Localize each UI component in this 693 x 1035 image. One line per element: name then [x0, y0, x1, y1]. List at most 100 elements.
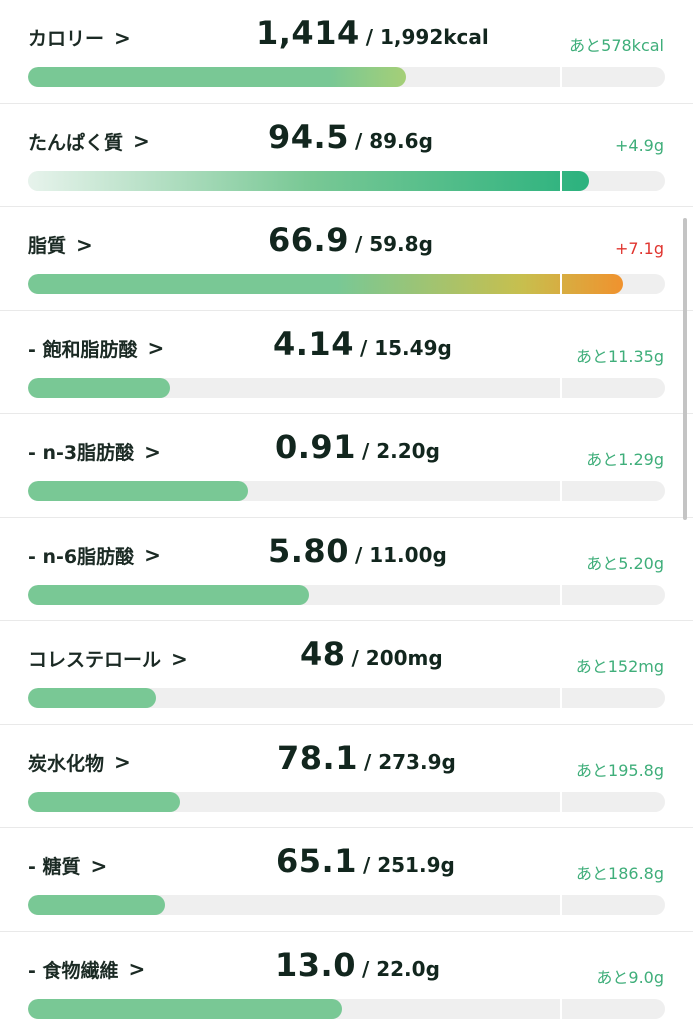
- nutrient-row-fat[interactable]: 脂質 > 66.9 / 59.8g +7.1g: [0, 207, 693, 311]
- chevron-right-icon: >: [144, 440, 161, 464]
- nutrient-amount: 48 / 200mg: [300, 635, 443, 673]
- target-value: / 59.8g: [355, 232, 433, 256]
- remaining-value: あと578kcal: [569, 32, 664, 56]
- progress-track: [28, 481, 665, 501]
- target-value: / 251.9g: [363, 853, 455, 877]
- nutrient-name-link[interactable]: 炭水化物 >: [28, 749, 131, 776]
- nutrient-name-link[interactable]: カロリー >: [28, 24, 131, 51]
- nutrient-label: - 飽和脂肪酸: [28, 335, 138, 362]
- nutrient-row-n6[interactable]: - n-6脂肪酸 > 5.80 / 11.00g あと5.20g: [0, 518, 693, 622]
- progress-track: [28, 274, 665, 294]
- nutrient-row-sugar[interactable]: - 糖質 > 65.1 / 251.9g あと186.8g: [0, 828, 693, 932]
- target-marker: [560, 171, 562, 191]
- nutrient-row-cholesterol[interactable]: コレステロール > 48 / 200mg あと152mg: [0, 621, 693, 725]
- progress-fill: [28, 688, 156, 708]
- nutrient-row-fiber[interactable]: - 食物繊維 > 13.0 / 22.0g あと9.0g: [0, 932, 693, 1035]
- progress-fill: [28, 274, 623, 294]
- target-value: / 15.49g: [360, 336, 452, 360]
- nutrient-name-link[interactable]: コレステロール >: [28, 645, 188, 672]
- progress-fill: [28, 481, 248, 501]
- current-value: 66.9: [268, 221, 349, 259]
- remaining-value: あと5.20g: [586, 550, 664, 574]
- target-marker: [560, 67, 562, 87]
- progress-fill: [28, 999, 342, 1019]
- remaining-value: あと195.8g: [576, 757, 664, 781]
- nutrient-label: カロリー: [28, 24, 104, 51]
- chevron-right-icon: >: [76, 233, 93, 257]
- nutrient-amount: 0.91 / 2.20g: [275, 428, 440, 466]
- target-value: / 1,992kcal: [366, 25, 489, 49]
- nutrient-amount: 4.14 / 15.49g: [273, 325, 452, 363]
- current-value: 0.91: [275, 428, 356, 466]
- current-value: 78.1: [277, 739, 358, 777]
- nutrient-name-link[interactable]: - 食物繊維 >: [28, 956, 145, 983]
- nutrient-name-link[interactable]: たんぱく質 >: [28, 128, 150, 155]
- nutrient-amount: 65.1 / 251.9g: [276, 842, 455, 880]
- nutrient-row-calorie[interactable]: カロリー > 1,414 / 1,992kcal あと578kcal: [0, 0, 693, 104]
- nutrient-label: 炭水化物: [28, 749, 104, 776]
- progress-track: [28, 792, 665, 812]
- remaining-value: あと11.35g: [576, 343, 664, 367]
- nutrient-amount: 66.9 / 59.8g: [268, 221, 433, 259]
- nutrient-name-link[interactable]: - n-3脂肪酸 >: [28, 438, 161, 465]
- nutrient-row-n3[interactable]: - n-3脂肪酸 > 0.91 / 2.20g あと1.29g: [0, 414, 693, 518]
- progress-track: [28, 688, 665, 708]
- progress-fill: [28, 378, 170, 398]
- current-value: 4.14: [273, 325, 354, 363]
- chevron-right-icon: >: [129, 957, 146, 981]
- target-value: / 89.6g: [355, 129, 433, 153]
- nutrient-label: - 食物繊維: [28, 956, 119, 983]
- current-value: 65.1: [276, 842, 357, 880]
- chevron-right-icon: >: [148, 336, 165, 360]
- target-value: / 11.00g: [355, 543, 447, 567]
- nutrient-row-carbohydrate[interactable]: 炭水化物 > 78.1 / 273.9g あと195.8g: [0, 725, 693, 829]
- nutrient-amount: 94.5 / 89.6g: [268, 118, 433, 156]
- progress-fill: [28, 67, 406, 87]
- excess-value: +7.1g: [615, 239, 664, 258]
- progress-fill: [28, 895, 165, 915]
- chevron-right-icon: >: [133, 129, 150, 153]
- chevron-right-icon: >: [114, 26, 131, 50]
- nutrient-label: 脂質: [28, 231, 66, 258]
- nutrient-amount: 1,414 / 1,992kcal: [256, 14, 489, 52]
- nutrient-name-link[interactable]: - 飽和脂肪酸 >: [28, 335, 164, 362]
- current-value: 1,414: [256, 14, 360, 52]
- nutrient-row-protein[interactable]: たんぱく質 > 94.5 / 89.6g +4.9g: [0, 104, 693, 208]
- target-value: / 273.9g: [364, 750, 456, 774]
- target-marker: [560, 481, 562, 501]
- progress-track: [28, 67, 665, 87]
- nutrient-name-link[interactable]: - 糖質 >: [28, 852, 107, 879]
- chevron-right-icon: >: [144, 543, 161, 567]
- nutrient-row-saturated-fat[interactable]: - 飽和脂肪酸 > 4.14 / 15.49g あと11.35g: [0, 311, 693, 415]
- chevron-right-icon: >: [171, 647, 188, 671]
- nutrient-label: - n-6脂肪酸: [28, 542, 134, 569]
- nutrient-label: - 糖質: [28, 852, 81, 879]
- nutrient-label: コレステロール: [28, 645, 161, 672]
- progress-track: [28, 378, 665, 398]
- target-marker: [560, 999, 562, 1019]
- remaining-value: あと152mg: [576, 653, 664, 677]
- nutrient-amount: 5.80 / 11.00g: [268, 532, 447, 570]
- excess-value: +4.9g: [615, 136, 664, 155]
- progress-fill: [28, 171, 589, 191]
- progress-track: [28, 585, 665, 605]
- nutrient-label: たんぱく質: [28, 128, 123, 155]
- nutrient-name-link[interactable]: - n-6脂肪酸 >: [28, 542, 161, 569]
- progress-track: [28, 895, 665, 915]
- current-value: 94.5: [268, 118, 349, 156]
- current-value: 5.80: [268, 532, 349, 570]
- current-value: 13.0: [275, 946, 356, 984]
- target-marker: [560, 688, 562, 708]
- chevron-right-icon: >: [114, 750, 131, 774]
- target-value: / 200mg: [352, 646, 443, 670]
- remaining-value: あと186.8g: [576, 860, 664, 884]
- nutrient-name-link[interactable]: 脂質 >: [28, 231, 93, 258]
- chevron-right-icon: >: [91, 854, 108, 878]
- target-value: / 22.0g: [362, 957, 440, 981]
- remaining-value: あと1.29g: [586, 446, 664, 470]
- target-marker: [560, 274, 562, 294]
- scrollbar[interactable]: [683, 218, 687, 520]
- target-marker: [560, 895, 562, 915]
- nutrient-amount: 13.0 / 22.0g: [275, 946, 440, 984]
